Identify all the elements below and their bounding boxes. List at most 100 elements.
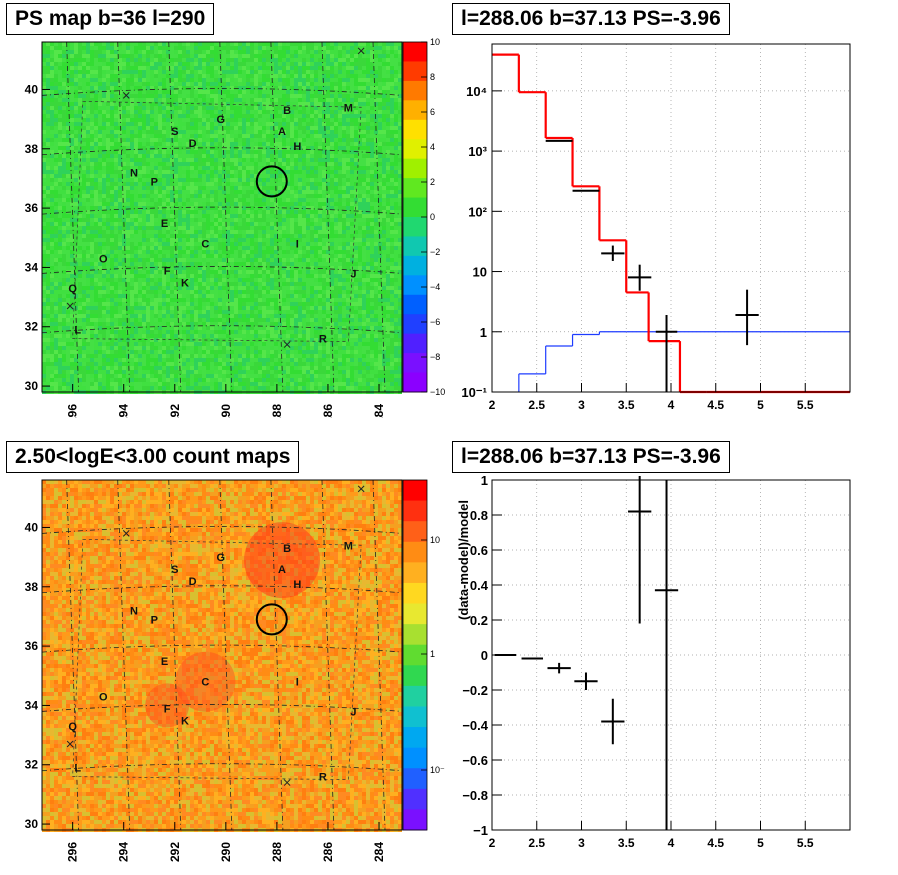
source-label-j: J <box>350 706 356 718</box>
colorbar-tick-label: 10 <box>430 38 440 47</box>
map-frame <box>41 479 403 831</box>
source-label-q: Q <box>68 721 77 733</box>
y-tick-label: −0.6 <box>462 753 488 768</box>
x-tick-label: 3.5 <box>618 836 635 850</box>
y-tick-label: 40 <box>25 82 39 96</box>
y-tick-label: 10² <box>468 204 487 219</box>
source-label-m: M <box>344 540 353 552</box>
x-tick-label: 290 <box>219 842 233 862</box>
ps-map-title: PS map b=36 l=290 <box>6 3 215 35</box>
colorbar-segment <box>403 353 427 374</box>
colorbar-tick-label: 4 <box>430 142 435 152</box>
x-tick-label: 5.5 <box>797 836 814 850</box>
y-tick-label: 38 <box>25 580 39 594</box>
y-tick-label: 1 <box>480 325 487 340</box>
x-tick-label: 4.5 <box>707 836 724 850</box>
x-tick-label: 4.5 <box>707 398 724 412</box>
source-label-n: N <box>130 168 138 180</box>
colorbar-tick-label: −10 <box>430 387 445 397</box>
colorbar-segment <box>403 119 427 140</box>
x-tick-label: 292 <box>168 404 182 418</box>
colorbar-segment <box>403 236 427 257</box>
y-tick-label: 1 <box>481 476 488 488</box>
source-label-m: M <box>344 102 353 114</box>
bright-region <box>145 683 190 728</box>
colorbar-segment <box>403 372 427 393</box>
colorbar-segment <box>403 624 427 646</box>
spectrum-chart: 2 2.5 3 3.5 4 4.5 5 5.5 10⁴ 10³ 10² 10 1 10⁻¹ <box>461 43 851 412</box>
x-tick-label: 4 <box>668 836 675 850</box>
x-marker <box>66 740 74 748</box>
colorbar-segment <box>403 480 427 502</box>
colorbar-tick-label: −4 <box>430 282 440 292</box>
source-label-d: D <box>189 576 197 588</box>
x-tick-label: 294 <box>117 842 131 862</box>
source-label-r: R <box>319 334 327 346</box>
grid-line-meridian <box>270 41 284 393</box>
grid-line-meridian <box>66 41 80 393</box>
grid-line-meridian <box>219 41 233 393</box>
colorbar-segment <box>403 197 427 218</box>
y-tick-label: 0.6 <box>470 543 488 558</box>
source-label-k: K <box>181 715 189 727</box>
colorbar-segment <box>403 100 427 121</box>
x-tick-label: 296 <box>66 404 80 418</box>
y-tick-label: 10 <box>473 265 487 280</box>
source-label-f: F <box>164 703 171 715</box>
colorbar-segment <box>403 582 427 605</box>
colorbar-segment <box>403 747 427 769</box>
x-tick-label: 284 <box>372 404 386 418</box>
colorbar-segment <box>403 665 427 687</box>
colorbar-segment <box>403 158 427 179</box>
y-tick-label: 32 <box>25 758 39 772</box>
source-label-f: F <box>164 265 171 277</box>
colorbar-segment <box>403 500 427 522</box>
colorbar-segment <box>403 768 427 790</box>
source-label-p: P <box>151 614 158 626</box>
target-circle <box>255 603 288 636</box>
colorbar-tick-label: 10 <box>430 535 440 545</box>
y-tick-label: 38 <box>25 142 39 156</box>
bright-region <box>175 651 236 712</box>
x-marker <box>283 779 291 786</box>
colorbar-tick-label: 10⁻¹ <box>430 765 445 775</box>
source-label-q: Q <box>68 283 77 295</box>
grid-line-meridian <box>117 41 131 393</box>
x-marker <box>122 530 130 537</box>
y-tick-label: 32 <box>25 320 39 334</box>
grid-line-meridian <box>321 41 335 393</box>
grid-line-parallel <box>41 526 403 534</box>
x-tick-label: 288 <box>270 404 284 418</box>
y-tick-label: 0.8 <box>470 508 488 523</box>
grid-line-parallel <box>41 763 403 772</box>
y-tick-label: 30 <box>25 379 39 393</box>
source-label-b: B <box>283 543 291 555</box>
colorbar-segment <box>403 80 427 101</box>
source-label-j: J <box>350 268 356 280</box>
source-label-r: R <box>319 772 327 784</box>
y-tick-label: 40 <box>25 520 39 534</box>
grid-line-parallel <box>41 585 403 594</box>
x-tick-label: 286 <box>321 404 335 418</box>
colorbar-segment <box>403 562 427 584</box>
spectrum-title: l=288.06 b=37.13 PS=-3.96 <box>452 3 730 35</box>
y-axis-label: (data-model)/model <box>456 500 471 620</box>
source-label-h: H <box>293 579 301 591</box>
y-tick-label: 0.4 <box>470 578 489 593</box>
y-tick-label: 0.2 <box>470 613 488 628</box>
source-label-s: S <box>171 564 178 576</box>
colorbar-segment <box>403 42 427 62</box>
y-tick-label: 30 <box>25 817 39 831</box>
source-label-d: D <box>189 138 197 150</box>
colorbar-frame <box>402 479 428 831</box>
grid-line-parallel <box>41 206 403 215</box>
residual-title: l=288.06 b=37.13 PS=-3.96 <box>452 441 730 473</box>
x-tick-label: 288 <box>270 842 284 862</box>
source-label-s: S <box>171 126 178 138</box>
x-tick-label: 3 <box>578 398 585 412</box>
y-tick-label: −1 <box>473 823 488 838</box>
colorbar-tick-label: −8 <box>430 352 440 362</box>
residual-chart: 2 2.5 3 3.5 4 4.5 5 5.5 1 0.8 0.6 0.4 0.2 0 −0.2 −0.4 −0… <box>456 476 851 850</box>
colorbar-tick-label: −2 <box>430 247 440 257</box>
